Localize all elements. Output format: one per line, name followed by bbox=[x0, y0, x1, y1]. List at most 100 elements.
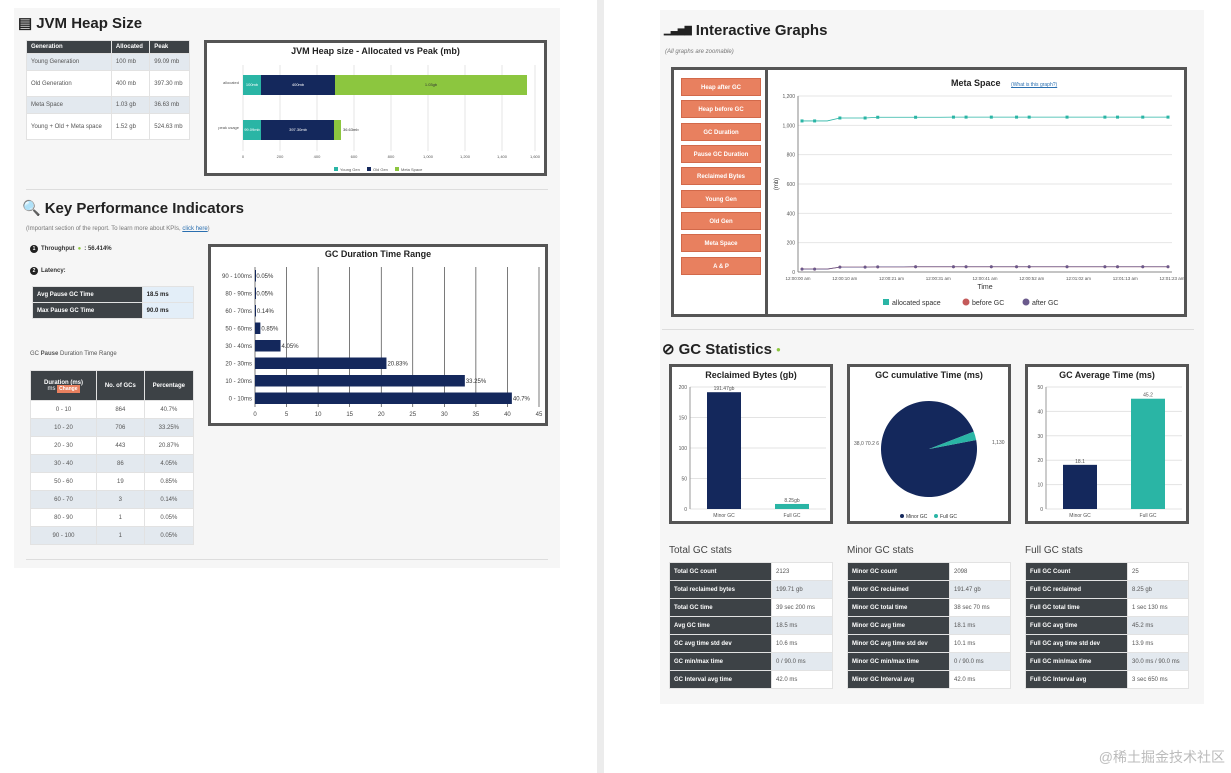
stat-label: Minor GC total time bbox=[847, 598, 950, 617]
reclaimed-svg: 0 50 100 150 200 191.47gb Minor GC 8.25gb Full G… bbox=[679, 385, 826, 519]
what-is-link[interactable]: (What is this graph?) bbox=[1011, 82, 1058, 88]
cell: 100 mb bbox=[110, 53, 151, 71]
stat-label: GC avg time std dev bbox=[669, 634, 772, 653]
kpi-link[interactable]: click here bbox=[182, 226, 208, 232]
info-icon: ● bbox=[775, 344, 781, 354]
cell: 99.09 mb bbox=[149, 53, 190, 71]
btn-young-gen[interactable]: Young Gen bbox=[681, 190, 761, 208]
tick: 1,600 bbox=[530, 154, 541, 159]
stat-value: 0 / 90.0 ms bbox=[949, 652, 1011, 671]
legend-meta: Meta Space bbox=[401, 167, 423, 172]
avgtime-chart[interactable]: GC Average Time (ms) 0 10 20 30 40 50 18.1 Mino… bbox=[1025, 364, 1189, 524]
btn-meta-space[interactable]: Meta Space bbox=[681, 234, 761, 252]
hdr-allocated: Allocated bbox=[110, 40, 151, 54]
legend-swatch bbox=[334, 167, 338, 171]
bar-label: 0.85% bbox=[261, 326, 279, 332]
y-tick: 800 bbox=[787, 153, 796, 159]
stats-icon: ⊘ bbox=[662, 341, 675, 358]
stat-row: Full GC Interval avg 3 sec 650 ms bbox=[1025, 670, 1189, 689]
data-point bbox=[800, 119, 804, 123]
stat-value: 25 bbox=[1127, 562, 1189, 581]
total-stats-table: Total GC count 2123 Total reclaimed bytes 1… bbox=[669, 562, 833, 689]
data-point bbox=[800, 267, 804, 271]
section-divider bbox=[26, 189, 548, 190]
lbl-young-peak: 99.09mb bbox=[244, 127, 260, 132]
btn-heap-before[interactable]: Heap before GC bbox=[681, 100, 761, 118]
graph-menu bbox=[674, 70, 768, 314]
legend-marker bbox=[962, 298, 970, 306]
stat-row: Minor GC Interval avg 42.0 ms bbox=[847, 670, 1011, 689]
reclaimed-chart[interactable]: Reclaimed Bytes (gb) 0 50 100 150 200 191.47g… bbox=[669, 364, 833, 524]
cat-peak: peak usage bbox=[218, 125, 239, 130]
btn-reclaimed[interactable]: Reclaimed Bytes bbox=[681, 167, 761, 185]
stat-value: 8.25 gb bbox=[1127, 580, 1189, 599]
lbl-meta-alloc: 1.03gb bbox=[425, 82, 438, 87]
stat-label: Full GC Count bbox=[1025, 562, 1128, 581]
info-icon: ● bbox=[77, 246, 82, 252]
stat-value: 10.1 ms bbox=[949, 634, 1011, 653]
bar bbox=[255, 392, 512, 404]
stat-label: Full GC avg time std dev bbox=[1025, 634, 1128, 653]
x-tick: 25 bbox=[409, 412, 416, 418]
dur-cell: 1 bbox=[96, 526, 145, 545]
y-tick: 30 - 40ms bbox=[225, 344, 252, 350]
tick: 600 bbox=[351, 154, 358, 159]
series-line bbox=[802, 266, 1168, 270]
bar-label: 18.1 bbox=[1075, 459, 1085, 465]
legend-label: Full GC bbox=[940, 514, 957, 520]
btn-gc-duration[interactable]: GC Duration bbox=[681, 123, 761, 141]
y-tick: 100 bbox=[679, 446, 688, 452]
stat-value: 13.9 ms bbox=[1127, 634, 1189, 653]
btn-old-gen[interactable]: Old Gen bbox=[681, 212, 761, 230]
cell: 397.30 mb bbox=[149, 70, 190, 97]
stat-value: 18.1 ms bbox=[949, 616, 1011, 635]
duration-chart[interactable]: GC Duration Time Range 0 5 10 15 20 25 30 35 40 4… bbox=[208, 244, 548, 426]
key-icon: 🔍 bbox=[22, 200, 41, 217]
stat-row: GC min/max time 0 / 90.0 ms bbox=[669, 652, 833, 671]
hdr-pct: Percentage bbox=[143, 370, 195, 401]
btn-pause-gc[interactable]: Pause GC Duration bbox=[681, 145, 761, 163]
bar-old-alloc bbox=[261, 75, 335, 95]
cell: 36.63 mb bbox=[149, 96, 190, 114]
y-tick: 50 bbox=[681, 477, 687, 483]
stat-row: Full GC min/max time 30.0 ms / 90.0 ms bbox=[1025, 652, 1189, 671]
btn-heap-after[interactable]: Heap after GC bbox=[681, 78, 761, 96]
data-point bbox=[876, 265, 880, 269]
dur-cell: 0.05% bbox=[143, 508, 195, 527]
range-label: GC Pause Duration Time Range bbox=[30, 351, 117, 357]
server-icon: ▤ bbox=[18, 15, 33, 32]
data-point bbox=[863, 265, 867, 269]
data-point bbox=[1065, 115, 1069, 119]
step-1-icon: 1 bbox=[30, 245, 38, 253]
stat-label: Minor GC avg time bbox=[847, 616, 950, 635]
bar bbox=[255, 340, 281, 352]
stat-row: Full GC Count 25 bbox=[1025, 562, 1189, 581]
section-divider bbox=[662, 329, 1194, 330]
btn-a-p[interactable]: A & P bbox=[681, 257, 761, 275]
data-point bbox=[951, 265, 955, 269]
y-tick: 0 bbox=[1040, 507, 1043, 513]
x-tick: 0 bbox=[253, 412, 257, 418]
y-tick: 0 bbox=[792, 270, 795, 276]
heap-chart[interactable]: JVM Heap size - Allocated vs Peak (mb) a… bbox=[204, 40, 547, 176]
x-tick: 12:00:10 am bbox=[832, 276, 857, 281]
meta-chart-svg[interactable]: 0 200 400 600 800 1,000 1,200 12:00:00 am 12:00:… bbox=[768, 70, 1188, 310]
x-tick: 45 bbox=[536, 412, 543, 418]
data-point bbox=[914, 265, 918, 269]
cell: Young Generation bbox=[26, 53, 112, 71]
stats-title: ⊘ GC Statistics ● bbox=[662, 340, 781, 359]
duration-table: Duration (ms) ms Change No. of GCs Percenta… bbox=[30, 370, 195, 545]
dur-cell: 3 bbox=[96, 490, 145, 509]
bar-label: 45.2 bbox=[1143, 393, 1153, 399]
change-button[interactable]: Change bbox=[57, 384, 80, 393]
dur-cell: 40.7% bbox=[143, 400, 195, 419]
latency: 2 Latency: bbox=[30, 267, 66, 275]
x-tick: 30 bbox=[441, 412, 448, 418]
bar-label: 0.05% bbox=[256, 274, 274, 280]
data-point bbox=[1116, 115, 1120, 119]
stat-label: Total GC time bbox=[669, 598, 772, 617]
section-divider bbox=[26, 559, 548, 560]
y-tick: 90 - 100ms bbox=[222, 274, 252, 280]
cumulative-chart[interactable]: GC cumulative Time (ms) 38,0 70.2 6 1,130… bbox=[847, 364, 1011, 524]
unit-select[interactable]: ms bbox=[47, 385, 56, 392]
